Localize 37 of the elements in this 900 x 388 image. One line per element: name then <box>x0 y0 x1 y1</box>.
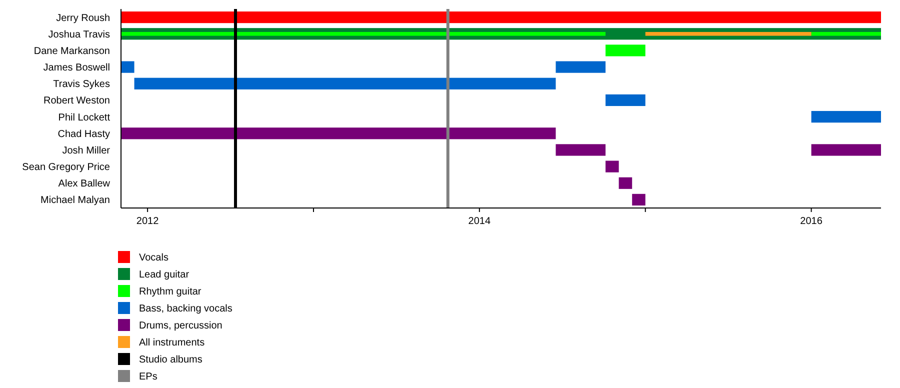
x-tick-label: 2014 <box>468 216 491 227</box>
bar <box>606 160 619 172</box>
y-tick-label: Phil Lockett <box>58 112 110 124</box>
x-tick-label: 2016 <box>800 216 823 227</box>
legend-label: Lead guitar <box>139 270 190 280</box>
x-tick-label: 2012 <box>136 216 160 227</box>
y-tick-label: Michael Malyan <box>40 195 110 206</box>
y-tick-label: Jerry Roush <box>56 12 110 24</box>
legend-label: Rhythm guitar <box>139 286 202 298</box>
bar <box>134 78 556 90</box>
bar <box>811 110 881 123</box>
y-tick-label: Chad Hasty <box>58 128 110 140</box>
y-tick-label: James Boswell <box>43 62 110 74</box>
bar <box>121 61 134 73</box>
y-tick-label: Sean Gregory Price <box>22 162 110 174</box>
legend-label: EPs <box>139 372 158 382</box>
legend-label: All instruments <box>139 338 205 348</box>
bar <box>121 11 881 24</box>
y-tick-label: Alex Ballew <box>58 178 111 190</box>
legend-label: Bass, backing vocals <box>139 304 232 314</box>
y-tick-label: Joshua Travis <box>48 29 110 40</box>
y-tick-label: Dane Markanson <box>34 46 110 57</box>
bar <box>606 94 646 106</box>
bar <box>618 177 632 189</box>
bar <box>121 128 556 140</box>
bar <box>811 144 881 156</box>
y-tick-label: Josh Miller <box>62 145 111 156</box>
bar <box>556 144 606 156</box>
bar <box>632 194 646 206</box>
legend-label: Vocals <box>139 252 168 264</box>
y-tick-label: Travis Sykes <box>53 79 110 90</box>
y-tick-label: Robert Weston <box>43 96 110 107</box>
bar <box>645 32 812 36</box>
legend-label: Drums, percussion <box>139 320 222 332</box>
legend-label: Studio albums <box>139 354 202 366</box>
bar <box>811 32 881 36</box>
bar <box>556 61 606 73</box>
